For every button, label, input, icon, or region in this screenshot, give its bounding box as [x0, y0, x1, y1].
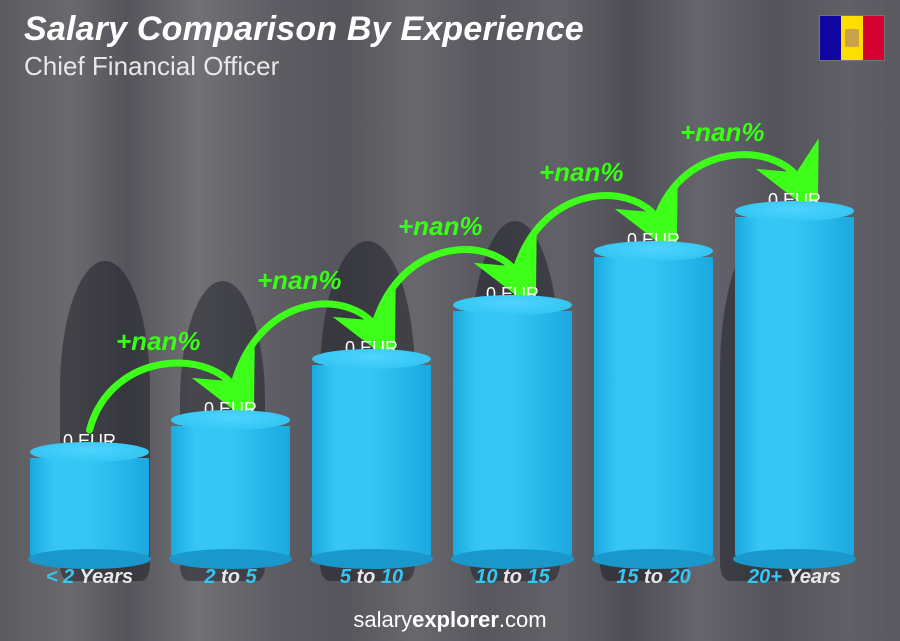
x-tick-dim: to [639, 566, 669, 588]
bar-slot: 0 EUR [594, 230, 713, 559]
growth-pct-label: +nan% [539, 157, 624, 188]
x-tick-highlight: 10 [381, 566, 403, 588]
x-tick-dim: Years [782, 566, 841, 588]
chart-stage: Salary Comparison By Experience Chief Fi… [0, 0, 900, 641]
footer-text: salary [353, 607, 412, 632]
bar-slot: 0 EUR [735, 190, 854, 559]
x-tick-highlight: 15 [528, 566, 550, 588]
x-axis-tick: 2 to 5 [171, 566, 290, 589]
bar [312, 365, 431, 559]
x-tick-dim: to [498, 566, 528, 588]
bar-slot: 0 EUR [453, 284, 572, 559]
x-axis-tick: 15 to 20 [594, 566, 713, 589]
bar-top-face [30, 442, 149, 462]
x-tick-dim: to [216, 566, 246, 588]
footer-text-bold: explorer [412, 607, 499, 632]
x-tick-highlight: < 2 [46, 566, 74, 588]
bar [594, 257, 713, 559]
footer-text: .com [499, 607, 547, 632]
chart-title: Salary Comparison By Experience [24, 10, 584, 49]
bar-slot: 0 EUR [30, 431, 149, 559]
bar-top-face [171, 410, 290, 430]
bar-front-face [594, 257, 713, 559]
bar-front-face [453, 311, 572, 559]
bar-front-face [312, 365, 431, 559]
bar-top-face [735, 201, 854, 221]
flag-stripe [863, 16, 884, 60]
x-tick-highlight: 2 [204, 566, 215, 588]
x-tick-highlight: 5 [246, 566, 257, 588]
bar-top-face [312, 349, 431, 369]
chart-area: 0 EUR0 EUR0 EUR0 EUR0 EUR0 EUR +nan%+nan… [30, 110, 854, 559]
bar-slot: 0 EUR [171, 399, 290, 559]
bar-front-face [171, 426, 290, 559]
bar [171, 426, 290, 559]
x-tick-highlight: 20 [669, 566, 691, 588]
growth-pct-label: +nan% [398, 211, 483, 242]
x-tick-highlight: 20+ [748, 566, 782, 588]
x-tick-highlight: 15 [616, 566, 638, 588]
x-axis: < 2 Years2 to 55 to 1010 to 1515 to 2020… [30, 566, 854, 589]
growth-pct-label: +nan% [680, 117, 765, 148]
x-axis-tick: < 2 Years [30, 566, 149, 589]
bar [453, 311, 572, 559]
x-axis-tick: 5 to 10 [312, 566, 431, 589]
bar-slot: 0 EUR [312, 338, 431, 559]
x-axis-tick: 10 to 15 [453, 566, 572, 589]
bar-front-face [30, 458, 149, 559]
title-block: Salary Comparison By Experience Chief Fi… [24, 10, 584, 82]
flag-stripe [820, 16, 841, 60]
bar-front-face [735, 217, 854, 559]
bar [735, 217, 854, 559]
x-tick-highlight: 5 [340, 566, 351, 588]
x-tick-dim: to [351, 566, 381, 588]
growth-pct-label: +nan% [116, 326, 201, 357]
x-tick-highlight: 10 [475, 566, 497, 588]
footer-watermark: salaryexplorer.com [0, 607, 900, 633]
flag-emblem [845, 29, 859, 47]
bar-top-face [453, 295, 572, 315]
x-tick-dim: Years [74, 566, 133, 588]
bar-top-face [594, 241, 713, 261]
x-axis-tick: 20+ Years [735, 566, 854, 589]
bar [30, 458, 149, 559]
growth-pct-label: +nan% [257, 265, 342, 296]
country-flag-andorra [820, 16, 884, 60]
chart-subtitle: Chief Financial Officer [24, 51, 584, 82]
